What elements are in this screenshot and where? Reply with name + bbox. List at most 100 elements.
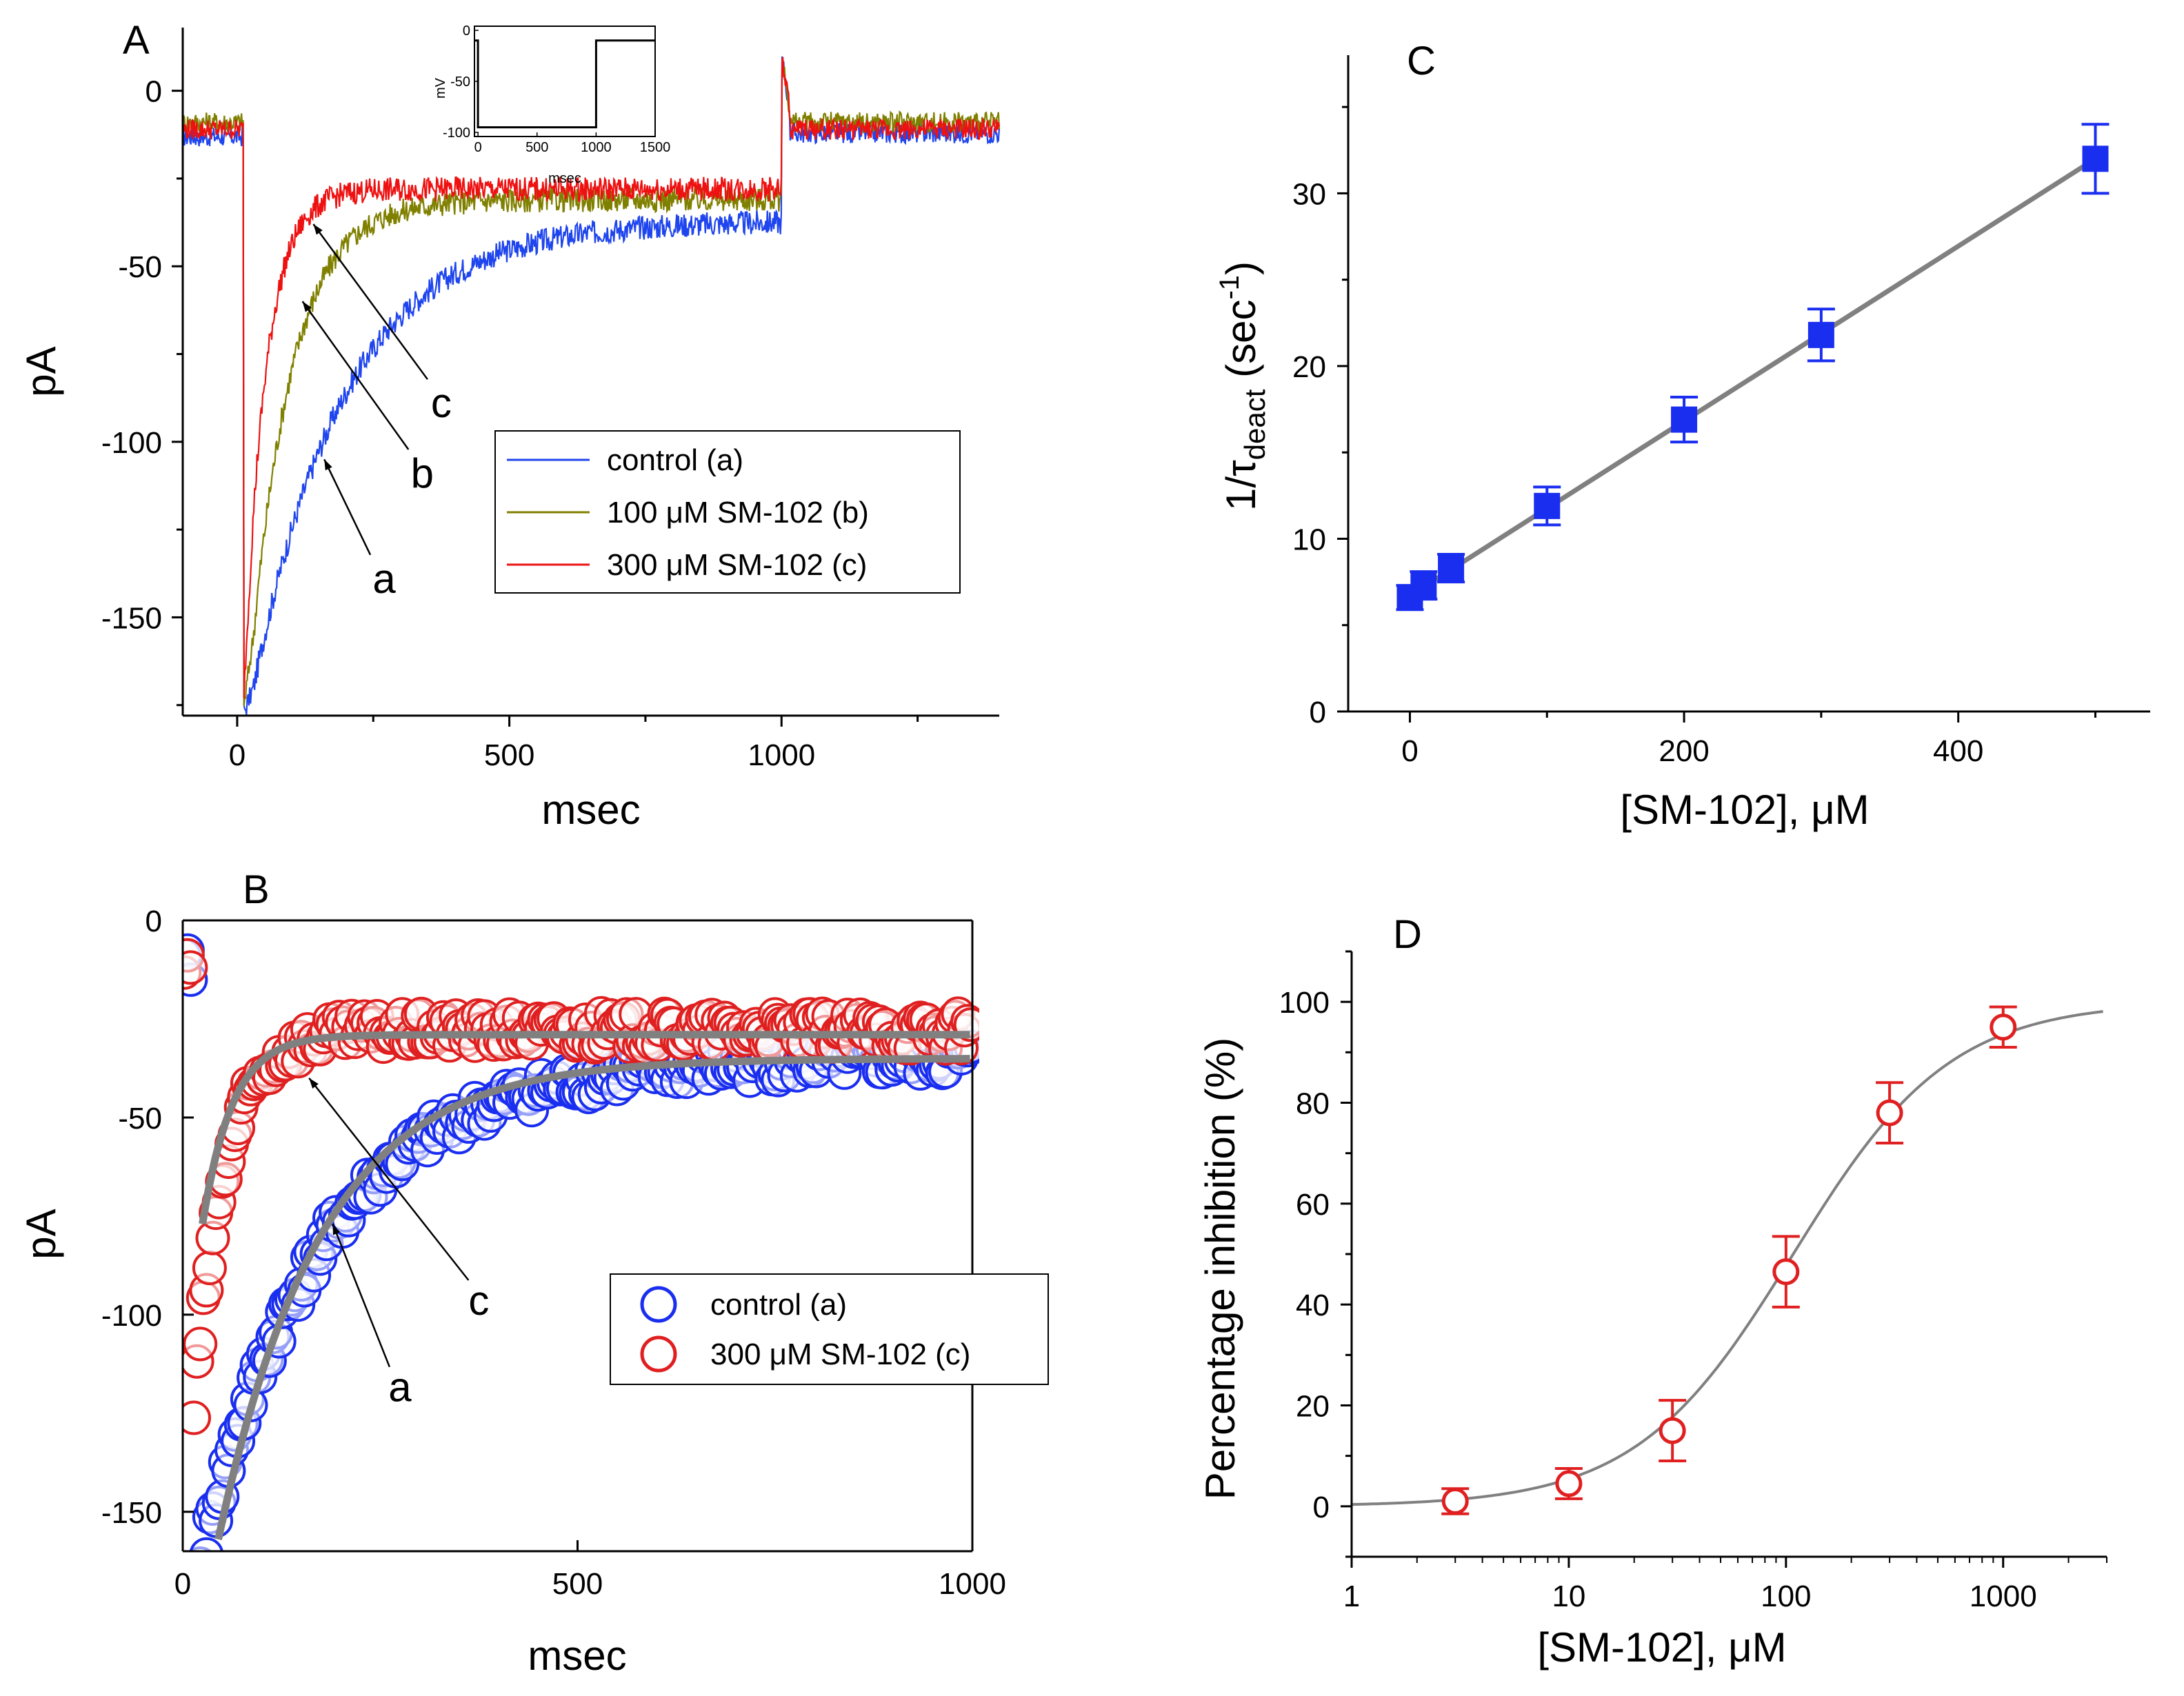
x-tick-label: 1	[1343, 1579, 1360, 1613]
inset-y-title: mV	[433, 77, 448, 99]
panel-b-annotations: ac	[308, 1077, 489, 1411]
data-point	[1807, 321, 1834, 348]
panel-c-axes: 0 200 400 0 10 20 30	[1292, 55, 2150, 768]
marker-a	[188, 1556, 219, 1588]
panel-b-legend-box	[610, 1273, 1049, 1385]
y-tick-label: -100	[101, 1299, 162, 1333]
x-tick-label: 500	[552, 1567, 603, 1601]
annotation-arrowhead-c	[313, 224, 323, 235]
y-tick-label: -150	[101, 601, 162, 635]
y-tick-label: -150	[101, 1496, 162, 1530]
x-tick-label: 500	[484, 738, 534, 772]
y-tick-label: 20	[1296, 1390, 1330, 1424]
panel-a-legend: control (a) 100 μM SM-102 (b) 300 μM SM-…	[494, 430, 961, 594]
x-tick-label: 0	[1401, 734, 1418, 768]
panel-a-inset: 0 500 1000 1500 0 -50 -100 msec mV	[433, 23, 670, 186]
y-tick-label: 0	[146, 75, 162, 109]
data-point	[1410, 572, 1437, 599]
y-tick-label: 30	[1292, 177, 1326, 211]
annotation-arrowhead-b	[302, 301, 312, 312]
inset-y-tick-label: -50	[450, 74, 470, 90]
panel-a-legend-control: control (a)	[607, 443, 743, 477]
legend-marker-sm300	[640, 1335, 677, 1373]
panel-a-annotations: a bc	[301, 223, 452, 602]
panel-c-y-title: 1/τdeact (sec-1)	[1214, 261, 1271, 511]
x-tick-label: 0	[174, 1567, 191, 1601]
inset-x-tick-label: 0	[474, 140, 482, 155]
annotation-arrowhead-c	[309, 1078, 319, 1089]
annotation-c: c	[431, 380, 452, 426]
annotation-b: b	[411, 450, 434, 496]
panel-c-content	[1396, 123, 2110, 612]
trace-b	[181, 66, 1001, 707]
panel-a-traces	[181, 56, 1001, 715]
annotation-a: a	[388, 1364, 412, 1411]
x-tick-label: 1000	[1970, 1579, 2037, 1613]
y-tick-label: -50	[118, 1102, 162, 1135]
panel-a-legend-sm300: 300 μM SM-102 (c)	[607, 548, 867, 582]
y-tick-label: 20	[1292, 350, 1326, 384]
marker-a	[189, 1537, 223, 1551]
annotation-arrow-a	[332, 1223, 391, 1368]
x-tick-label: 200	[1659, 734, 1709, 768]
panel-b-fits	[199, 1031, 970, 1540]
inset-y-tick-label: 0	[463, 23, 470, 39]
x-tick-label: 0	[229, 738, 246, 772]
panel-a-y-title: pA	[18, 346, 64, 396]
panel-d-label: D	[1393, 912, 1422, 957]
annotation-arrow-c	[308, 1077, 470, 1281]
data-point	[1659, 1417, 1686, 1444]
panel-a-x-title: msec	[541, 787, 640, 833]
x-tick-label: 1000	[939, 1567, 1006, 1601]
x-tick-label: 10	[1552, 1579, 1585, 1613]
data-point	[1438, 555, 1465, 582]
panel-c-x-title: [SM-102], μM	[1620, 787, 1869, 833]
data-point	[1441, 1488, 1469, 1515]
data-point	[1671, 406, 1698, 433]
annotation-arrow-a	[323, 458, 372, 556]
trace-a	[182, 56, 1001, 715]
y-tick-label: 100	[1279, 986, 1330, 1020]
y-tick-label: 0	[1310, 696, 1326, 729]
panel-c: C 0 200 400 0 10 20 30 [SM-102], μM 1/τdeact (…	[1214, 39, 2150, 833]
marker-c	[183, 1400, 211, 1435]
y-tick-label: -50	[118, 250, 162, 284]
hill-fit-curve	[1351, 1010, 2103, 1506]
inset-x-title: msec	[548, 171, 581, 186]
annotation-arrow-b	[301, 301, 410, 450]
fit-curve-1	[199, 1031, 970, 1225]
inset-x-tick-label: 1000	[581, 140, 612, 155]
annotation-arrowhead-a	[332, 1224, 341, 1235]
y-tick-label: 0	[146, 905, 162, 938]
marker-c	[183, 1326, 218, 1362]
annotation-a: a	[372, 556, 396, 602]
panel-d-axes: 1 10 100 1000 0 20 40 60 80 100	[1279, 950, 2107, 1613]
inset-protocol-line	[474, 39, 655, 129]
y-tick-label: -100	[101, 426, 162, 460]
panel-d: D 1 10 100 1000 0 20 40 60 80 100 [SM-102], μM Pe…	[1197, 912, 2107, 1670]
inset-content: 0 500 1000 1500 0 -50 -100	[443, 23, 670, 155]
legend-marker-control	[640, 1286, 677, 1323]
data-point	[1876, 1099, 1903, 1127]
panel-b-y-title: pA	[18, 1209, 64, 1259]
marker-c	[183, 950, 208, 985]
y-tick-label: 80	[1296, 1087, 1330, 1121]
fit-curve-0	[214, 1055, 970, 1540]
panel-d-content	[1351, 1005, 2103, 1515]
x-tick-label: 400	[1933, 734, 1983, 768]
panel-d-x-title: [SM-102], μM	[1537, 1624, 1786, 1670]
annotation-c: c	[468, 1278, 489, 1324]
panel-b-legend-control: control (a)	[710, 1288, 847, 1322]
data-point	[1772, 1258, 1800, 1286]
data-point	[1990, 1013, 2017, 1041]
panel-b-label: B	[243, 867, 270, 912]
panel-b-x-title: msec	[528, 1633, 626, 1679]
data-point	[1555, 1470, 1583, 1497]
panel-a-axes: 0 500 1000 0 -50 -100 -150	[101, 28, 999, 772]
panel-b-legend: control (a) 300 μM SM-102 (c)	[610, 1273, 1049, 1385]
panel-a-legend-sm100: 100 μM SM-102 (b)	[607, 496, 869, 529]
panel-d-y-title: Percentage inhibition (%)	[1197, 1038, 1243, 1500]
x-tick-label: 100	[1761, 1579, 1811, 1613]
